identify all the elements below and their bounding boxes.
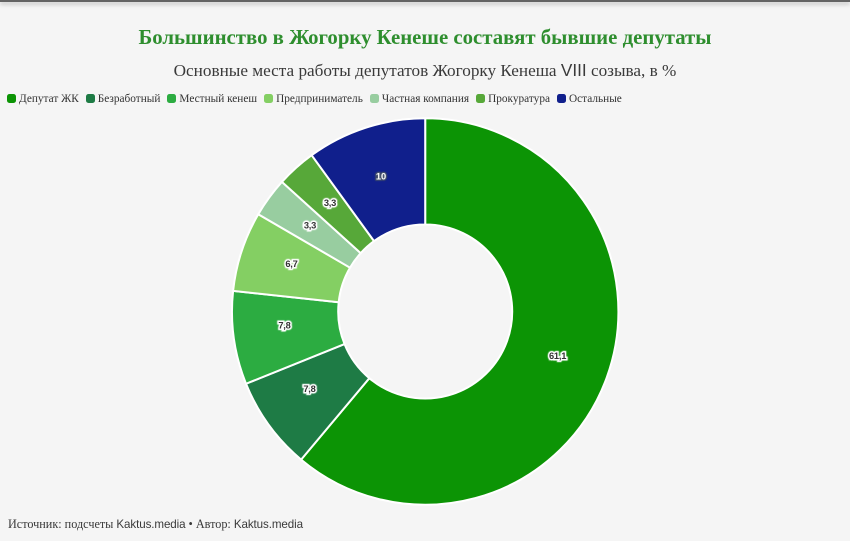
svg-text:3,3: 3,3 xyxy=(324,198,336,208)
svg-text:7,8: 7,8 xyxy=(303,384,315,394)
svg-text:6,7: 6,7 xyxy=(285,259,297,269)
svg-text:7,8: 7,8 xyxy=(303,384,315,394)
svg-text:7,8: 7,8 xyxy=(278,320,290,330)
svg-text:61,1: 61,1 xyxy=(549,351,566,361)
svg-text:3,3: 3,3 xyxy=(304,220,316,230)
svg-text:6,7: 6,7 xyxy=(285,259,297,269)
svg-text:61,1: 61,1 xyxy=(549,351,566,361)
svg-text:3,3: 3,3 xyxy=(304,220,316,230)
svg-text:10: 10 xyxy=(376,171,386,181)
svg-text:7,8: 7,8 xyxy=(278,320,290,330)
svg-text:10: 10 xyxy=(376,171,386,181)
svg-text:3,3: 3,3 xyxy=(324,198,336,208)
